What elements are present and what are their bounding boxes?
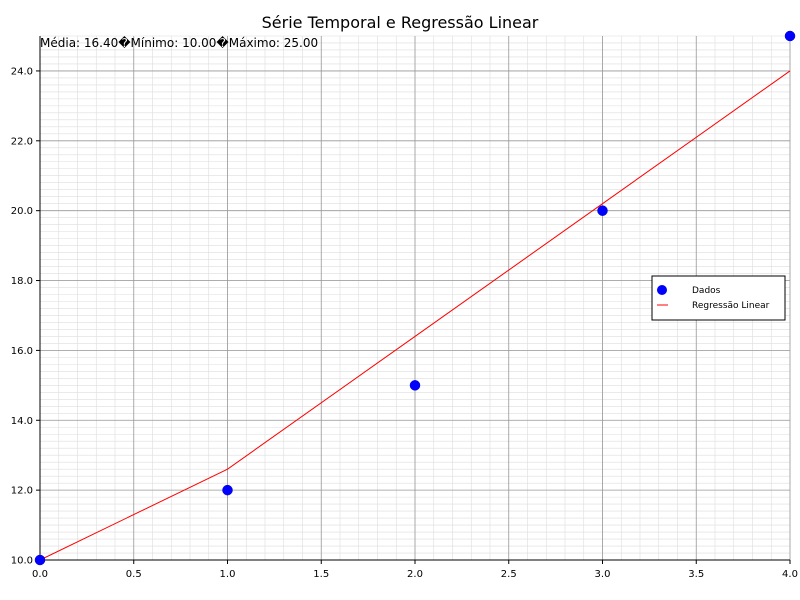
x-tick-label: 0.0	[32, 569, 48, 580]
chart-title: Série Temporal e Regressão Linear	[262, 13, 539, 32]
legend-box	[651, 275, 786, 321]
legend-label: Regressão Linear	[692, 301, 770, 311]
data-point	[222, 484, 233, 496]
data-point	[784, 30, 796, 42]
data-point	[409, 380, 421, 391]
x-tick-label: 3.0	[595, 569, 611, 580]
x-tick-label: 1.0	[220, 569, 236, 580]
regression-line	[39, 70, 791, 561]
legend: Dados Regressão Linear	[651, 275, 786, 321]
x-tick-label: 2.5	[501, 569, 517, 580]
y-tick-label: 18.0	[11, 276, 33, 287]
legend-label: Dados	[692, 286, 721, 296]
x-tick-label: 1.5	[313, 569, 329, 580]
x-tick-label: 2.0	[407, 569, 423, 580]
x-tick-label: 4.0	[782, 569, 798, 580]
legend-marker-dots	[657, 285, 667, 295]
x-tick-label: 3.5	[688, 569, 704, 580]
y-tick-label: 22.0	[11, 136, 33, 147]
data-point	[597, 205, 608, 216]
y-tick-label: 16.0	[11, 346, 33, 357]
stats-annotation: Média: 16.40�Mínimo: 10.00�Máximo: 25.00	[40, 36, 318, 50]
y-axis-ticks: 10.0 12.0 14.0 16.0 18.0 20.0 22.0 24.0	[11, 66, 40, 567]
data-point	[34, 554, 46, 566]
x-axis-ticks: 0.0 0.5 1.0 1.5 2.0 2.5 3.0 3.5 4.0	[32, 560, 798, 580]
y-tick-label: 12.0	[11, 486, 33, 497]
x-tick-label: 0.5	[126, 569, 142, 580]
y-tick-label: 20.0	[11, 206, 33, 217]
y-tick-label: 24.0	[11, 66, 33, 77]
series-layer	[34, 30, 796, 566]
y-tick-label: 10.0	[11, 556, 33, 567]
y-tick-label: 14.0	[11, 416, 33, 427]
